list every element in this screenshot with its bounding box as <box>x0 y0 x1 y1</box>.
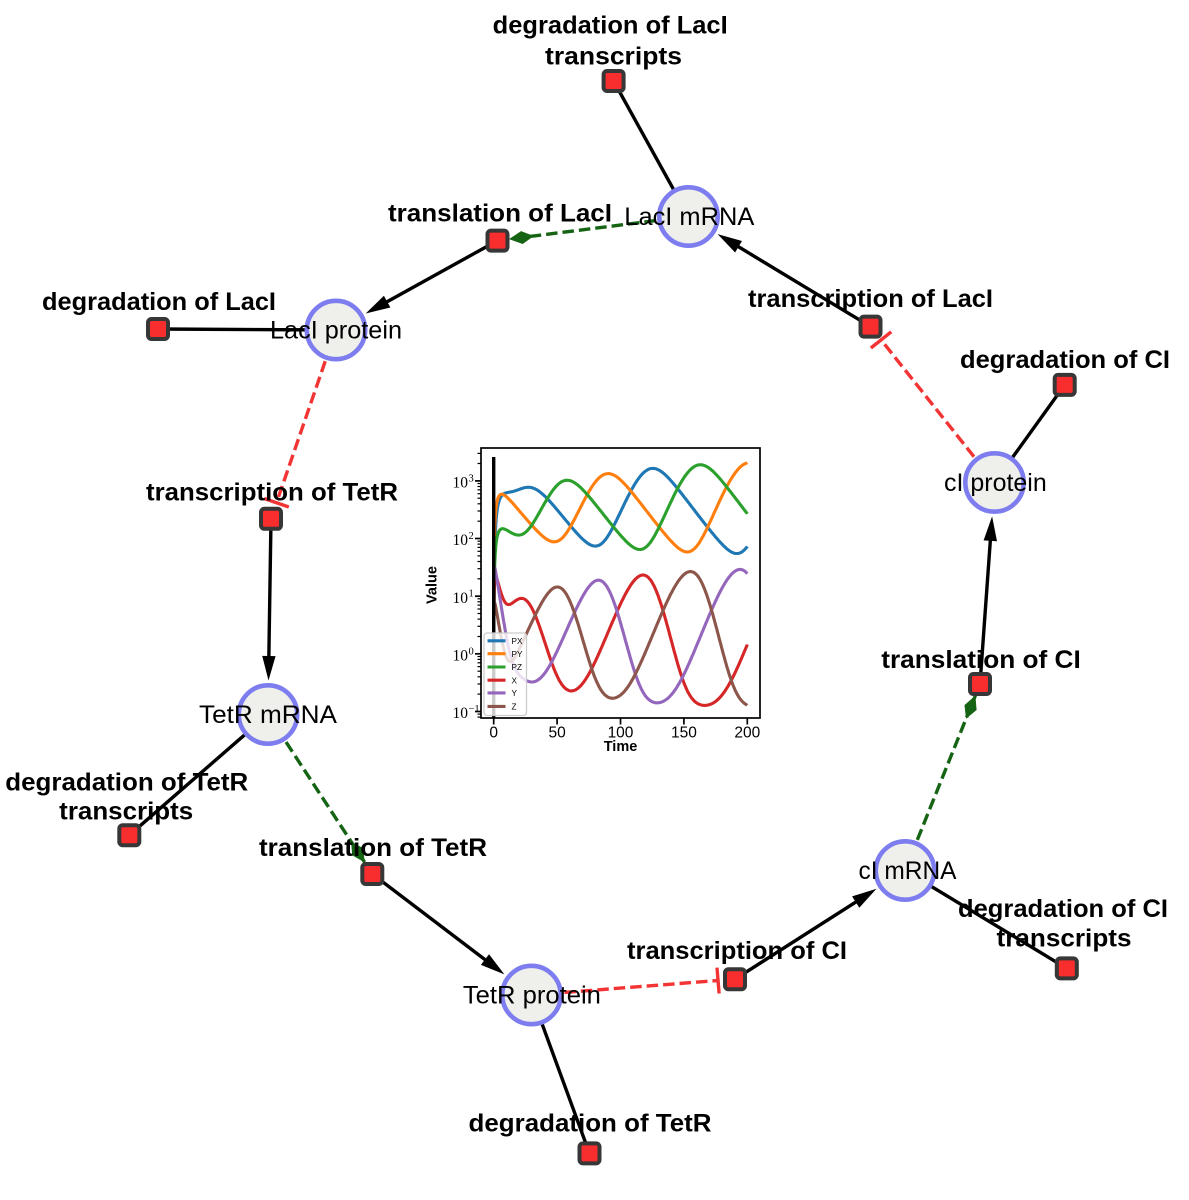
svg-text:translation of CI: translation of CI <box>881 646 1081 674</box>
svg-text:cI protein: cI protein <box>944 469 1047 497</box>
svg-text:−1: −1 <box>469 704 480 715</box>
svg-text:degradation of LacI: degradation of LacI <box>493 12 728 40</box>
svg-text:0: 0 <box>469 646 474 657</box>
svg-text:Time: Time <box>604 739 638 755</box>
svg-text:degradation of CI: degradation of CI <box>958 895 1168 923</box>
svg-text:Value: Value <box>425 566 441 604</box>
svg-text:TetR protein: TetR protein <box>463 981 601 1009</box>
svg-text:50: 50 <box>548 724 566 741</box>
svg-text:translation of LacI: translation of LacI <box>388 200 612 228</box>
svg-text:translation of TetR: translation of TetR <box>259 834 487 862</box>
svg-text:200: 200 <box>734 724 760 741</box>
svg-text:1: 1 <box>469 589 474 600</box>
svg-text:100: 100 <box>608 724 634 741</box>
svg-text:degradation of TetR: degradation of TetR <box>5 769 248 797</box>
svg-text:150: 150 <box>671 724 697 741</box>
svg-text:LacI mRNA: LacI mRNA <box>624 203 754 231</box>
svg-text:X: X <box>512 676 518 685</box>
svg-text:3: 3 <box>469 473 474 484</box>
svg-text:transcripts: transcripts <box>545 43 682 71</box>
svg-text:PY: PY <box>512 650 523 659</box>
svg-text:transcription of TetR: transcription of TetR <box>146 479 398 507</box>
svg-text:10: 10 <box>453 532 469 549</box>
svg-text:transcripts: transcripts <box>997 925 1132 953</box>
svg-text:10: 10 <box>453 647 469 664</box>
svg-text:degradation of LacI: degradation of LacI <box>42 288 276 316</box>
svg-text:PZ: PZ <box>512 663 522 672</box>
svg-text:Z: Z <box>512 703 517 712</box>
svg-text:Y: Y <box>512 689 518 698</box>
svg-text:PX: PX <box>512 637 523 646</box>
svg-text:10: 10 <box>453 475 469 492</box>
svg-text:10: 10 <box>453 590 469 607</box>
svg-text:0: 0 <box>489 724 498 741</box>
svg-text:transcription of CI: transcription of CI <box>627 937 847 965</box>
svg-text:10: 10 <box>453 705 469 722</box>
svg-text:TetR mRNA: TetR mRNA <box>199 701 337 729</box>
svg-text:2: 2 <box>469 531 474 542</box>
svg-text:degradation of CI: degradation of CI <box>960 346 1170 374</box>
svg-text:transcription of LacI: transcription of LacI <box>748 285 993 313</box>
svg-text:cI mRNA: cI mRNA <box>859 857 957 885</box>
svg-text:LacI protein: LacI protein <box>270 316 402 344</box>
svg-text:transcripts: transcripts <box>59 798 193 826</box>
svg-text:degradation of TetR: degradation of TetR <box>469 1110 712 1138</box>
